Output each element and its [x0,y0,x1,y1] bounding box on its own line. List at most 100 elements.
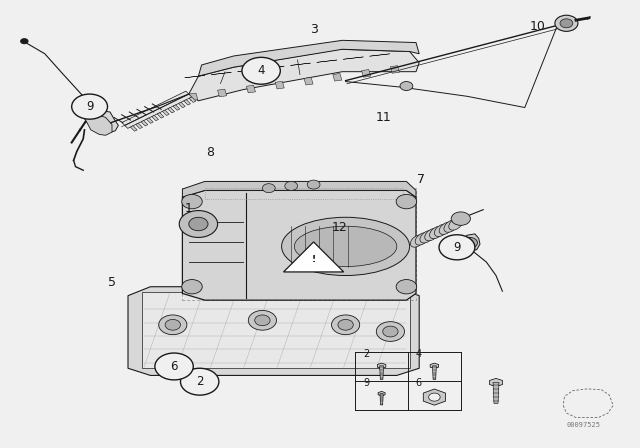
Polygon shape [390,66,399,73]
Circle shape [555,15,578,31]
Circle shape [83,99,106,115]
Text: 3: 3 [310,22,317,36]
Polygon shape [185,75,205,78]
Polygon shape [131,126,137,131]
Circle shape [20,39,28,44]
Circle shape [429,393,440,401]
Polygon shape [304,78,313,85]
Polygon shape [333,73,342,81]
Circle shape [255,315,270,326]
Polygon shape [173,105,180,110]
Text: 9: 9 [86,100,93,113]
Text: 2: 2 [196,375,204,388]
Text: 10: 10 [530,20,545,34]
Polygon shape [189,97,196,103]
Polygon shape [218,89,227,97]
Ellipse shape [410,235,424,247]
Text: 4: 4 [257,64,265,78]
Circle shape [159,315,187,335]
Circle shape [307,180,320,189]
Text: 4: 4 [416,349,422,359]
Polygon shape [380,366,383,379]
Polygon shape [493,383,499,404]
Polygon shape [198,40,419,76]
Circle shape [462,237,477,248]
Polygon shape [83,113,112,135]
Text: 9: 9 [363,378,369,388]
Circle shape [90,103,100,110]
Circle shape [396,194,417,209]
Polygon shape [275,82,284,89]
Circle shape [179,211,218,237]
Circle shape [400,82,413,90]
Polygon shape [182,181,416,197]
Polygon shape [362,69,371,77]
Text: 12: 12 [332,221,347,234]
Polygon shape [369,54,390,56]
Polygon shape [433,366,436,379]
Circle shape [72,94,108,119]
Polygon shape [284,242,344,272]
Polygon shape [147,118,153,123]
FancyBboxPatch shape [142,292,410,368]
Ellipse shape [429,226,444,239]
Polygon shape [317,60,337,62]
Text: 6: 6 [416,378,422,388]
Polygon shape [246,85,255,93]
Polygon shape [128,287,419,375]
Text: 6: 6 [170,360,178,373]
Polygon shape [184,99,191,105]
Circle shape [451,212,470,225]
Polygon shape [343,57,364,59]
Ellipse shape [425,228,438,241]
Text: 2: 2 [363,349,369,359]
Polygon shape [83,110,118,133]
Ellipse shape [435,224,448,237]
Polygon shape [237,69,258,72]
Text: 7: 7 [417,172,425,186]
Circle shape [338,319,353,330]
Polygon shape [168,108,175,113]
Ellipse shape [444,220,458,232]
Circle shape [155,353,193,380]
Ellipse shape [449,218,463,230]
Text: 5: 5 [108,276,116,289]
Circle shape [332,315,360,335]
Polygon shape [460,234,480,252]
Circle shape [262,184,275,193]
Ellipse shape [294,226,397,267]
Circle shape [383,326,398,337]
Text: !: ! [312,255,316,264]
Polygon shape [136,123,143,129]
Polygon shape [122,91,192,129]
Circle shape [182,280,202,294]
Circle shape [248,310,276,330]
Polygon shape [182,190,416,300]
Polygon shape [211,72,232,75]
Circle shape [376,322,404,341]
Polygon shape [378,363,386,369]
Ellipse shape [415,233,429,245]
Polygon shape [264,66,284,69]
Polygon shape [423,389,445,405]
Polygon shape [157,113,164,118]
Circle shape [165,319,180,330]
Polygon shape [380,394,383,405]
Circle shape [182,194,202,209]
Circle shape [180,368,219,395]
Polygon shape [179,102,185,108]
Text: 00097525: 00097525 [566,422,601,428]
Polygon shape [291,63,310,65]
Ellipse shape [282,217,410,276]
Polygon shape [163,110,169,116]
Ellipse shape [439,222,453,234]
Polygon shape [141,121,148,126]
Circle shape [242,57,280,84]
Text: 8: 8 [206,146,214,159]
Circle shape [439,235,475,260]
Text: 9: 9 [453,241,461,254]
Circle shape [396,280,417,294]
Polygon shape [490,379,502,387]
Polygon shape [189,49,419,101]
Text: 1: 1 [185,202,193,215]
